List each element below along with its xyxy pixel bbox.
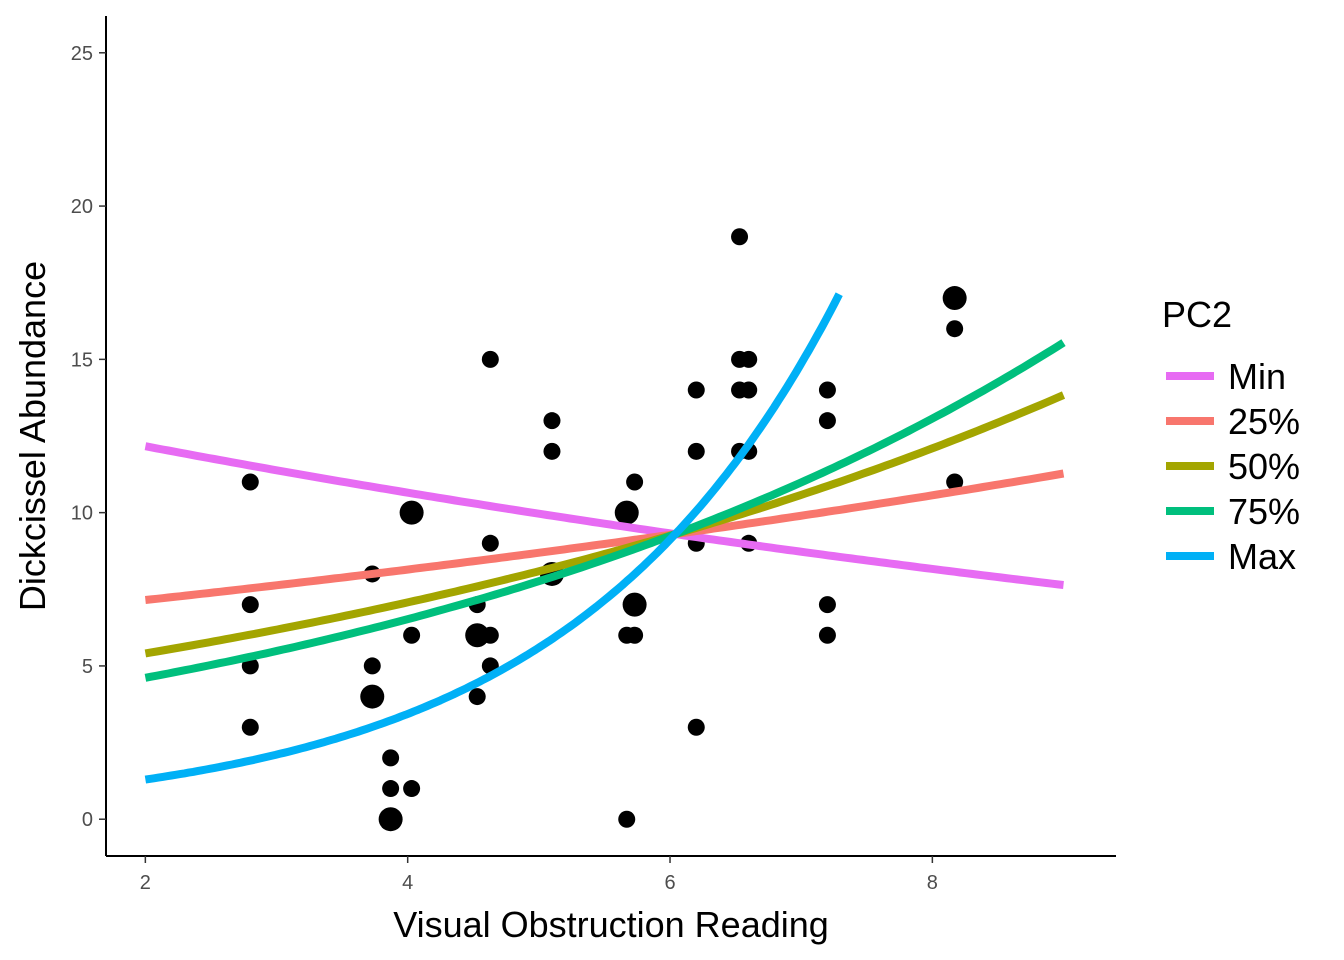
- data-point: [403, 780, 421, 798]
- data-point: [363, 657, 381, 675]
- legend-title: PC2: [1162, 294, 1232, 335]
- x-axis-title: Visual Obstruction Reading: [393, 904, 829, 945]
- data-point: [241, 596, 259, 614]
- data-point: [618, 810, 636, 828]
- data-point: [687, 381, 705, 399]
- data-point: [942, 286, 967, 311]
- data-point: [626, 473, 644, 491]
- data-point: [818, 596, 836, 614]
- data-point: [468, 688, 486, 706]
- x-tick-label: 2: [140, 872, 151, 894]
- legend-label: 25%: [1228, 401, 1300, 442]
- data-point: [740, 350, 758, 368]
- lines-layer: [144, 292, 1066, 784]
- series-line-25pct: [144, 469, 1065, 604]
- legend-label: Max: [1228, 536, 1296, 577]
- x-ticks: 2 4 6 8: [140, 856, 938, 894]
- data-point: [731, 228, 749, 246]
- data-point: [360, 684, 385, 709]
- points-layer: [241, 228, 967, 832]
- data-point: [687, 718, 705, 736]
- legend-label: Min: [1228, 356, 1286, 397]
- data-point: [403, 626, 421, 644]
- data-point: [241, 718, 259, 736]
- x-tick-label: 4: [402, 872, 413, 894]
- data-point: [946, 473, 964, 491]
- data-point: [382, 749, 400, 767]
- y-tick-label: 5: [82, 656, 93, 678]
- data-point: [465, 623, 490, 648]
- series-line-75pct: [144, 339, 1066, 682]
- data-point: [399, 500, 424, 525]
- y-ticks: 0 5 10 15 20 25: [71, 43, 106, 831]
- data-point: [481, 350, 499, 368]
- data-point: [614, 500, 639, 525]
- plot-panel: [144, 228, 1066, 832]
- series-line-max: [144, 292, 843, 784]
- y-tick-label: 15: [71, 349, 93, 371]
- data-point: [818, 381, 836, 399]
- data-point: [378, 807, 403, 832]
- data-point: [946, 320, 964, 338]
- x-tick-label: 8: [927, 872, 938, 894]
- data-point: [818, 412, 836, 430]
- y-tick-label: 25: [71, 43, 93, 65]
- y-tick-label: 20: [71, 196, 93, 218]
- y-tick-label: 0: [82, 809, 93, 831]
- data-point: [543, 412, 561, 430]
- data-point: [626, 626, 644, 644]
- data-point: [481, 534, 499, 552]
- data-point: [818, 626, 836, 644]
- data-point: [241, 473, 259, 491]
- data-point: [481, 626, 499, 644]
- data-point: [740, 381, 758, 399]
- data-point: [622, 592, 647, 617]
- y-tick-label: 10: [71, 503, 93, 525]
- legend-label: 50%: [1228, 446, 1300, 487]
- legend-label: 75%: [1228, 491, 1300, 532]
- data-point: [687, 442, 705, 460]
- data-point: [543, 442, 561, 460]
- series-line-50pct: [144, 391, 1066, 658]
- x-tick-label: 6: [664, 872, 675, 894]
- data-point: [382, 780, 400, 798]
- series-line-min: [144, 442, 1064, 589]
- y-axis-title: Dickcissel Abundance: [12, 261, 53, 611]
